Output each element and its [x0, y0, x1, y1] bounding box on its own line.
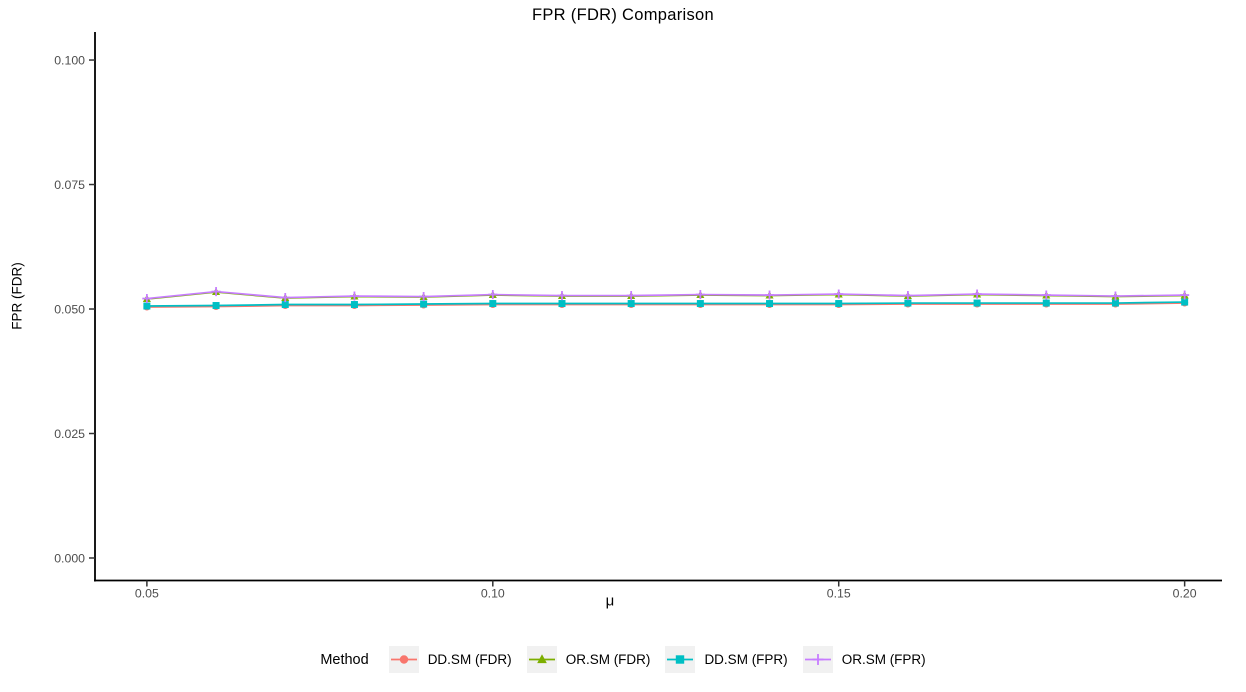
series-line-dd-sm-fpr	[146, 301, 1185, 307]
legend-key-plus-icon	[802, 646, 833, 673]
marker-square	[1042, 299, 1050, 307]
x-tick-label: 0.05	[135, 587, 159, 601]
marker-square	[835, 300, 843, 308]
legend-item-dd-sm-fpr: DD.SM (FPR)	[665, 646, 788, 673]
y-tick-label: 0.050	[54, 302, 85, 316]
legend-items: DD.SM (FDR) OR.SM (FDR) DD.SM (FPR) OR.SM (…	[388, 646, 926, 673]
legend-key-marker-square	[676, 655, 685, 664]
marker-square	[489, 300, 497, 308]
legend-item-dd-sm-fdr: DD.SM (FDR)	[388, 646, 512, 673]
legend-item-label: OR.SM (FDR)	[565, 652, 651, 667]
series-line-or-sm-fpr	[146, 290, 1185, 300]
legend-key-marker-circle	[399, 655, 408, 664]
x-tick-label: 0.10	[481, 587, 505, 601]
legend-item-label: DD.SM (FDR)	[427, 652, 512, 667]
y-tick-label: 0.000	[54, 551, 85, 565]
y-tick-label: 0.025	[54, 427, 85, 441]
marker-square	[143, 302, 151, 310]
legend-item-label: OR.SM (FPR)	[841, 652, 926, 667]
series-dd-sm-fpr	[143, 298, 1189, 310]
series-or-sm-fpr	[142, 287, 1190, 304]
plot-area: 0.000 0.025 0.050 0.075 0.100 0.05 0.10 0.15 0.2…	[54, 32, 1222, 601]
legend-key-circle-icon	[388, 646, 419, 673]
marker-square	[350, 301, 358, 309]
x-tick-label: 0.15	[827, 587, 851, 601]
marker-square	[1111, 299, 1119, 307]
marker-square	[973, 299, 981, 307]
series-line-dd-sm-fdr	[146, 302, 1185, 308]
marker-square	[281, 301, 289, 309]
marker-square	[420, 300, 428, 308]
x-tick-label: 0.20	[1173, 587, 1197, 601]
marker-square	[627, 300, 635, 308]
marker-square	[558, 300, 566, 308]
legend-title: Method	[320, 651, 369, 668]
marker-square	[1181, 298, 1189, 306]
legend-item-or-sm-fpr: OR.SM (FPR)	[802, 646, 926, 673]
marker-square	[212, 302, 220, 310]
y-tick-label: 0.100	[54, 53, 85, 67]
marker-square	[766, 300, 774, 308]
legend-key-square-icon	[665, 646, 696, 673]
y-tick-label: 0.075	[54, 178, 85, 192]
legend-key-marker-triangle	[536, 654, 547, 664]
x-axis-title: μ	[605, 592, 615, 610]
legend-key-triangle-icon	[526, 646, 557, 673]
legend-item-label: DD.SM (FPR)	[704, 652, 788, 667]
y-axis-title: FPR (FDR)	[9, 262, 25, 330]
legend-item-or-sm-fdr: OR.SM (FDR)	[526, 646, 651, 673]
chart-title: FPR (FDR) Comparison	[531, 6, 715, 24]
marker-square	[696, 300, 704, 308]
marker-square	[904, 299, 912, 307]
legend: Method DD.SM (FDR) OR.SM (FDR) DD.SM (FPR)…	[0, 646, 1246, 673]
